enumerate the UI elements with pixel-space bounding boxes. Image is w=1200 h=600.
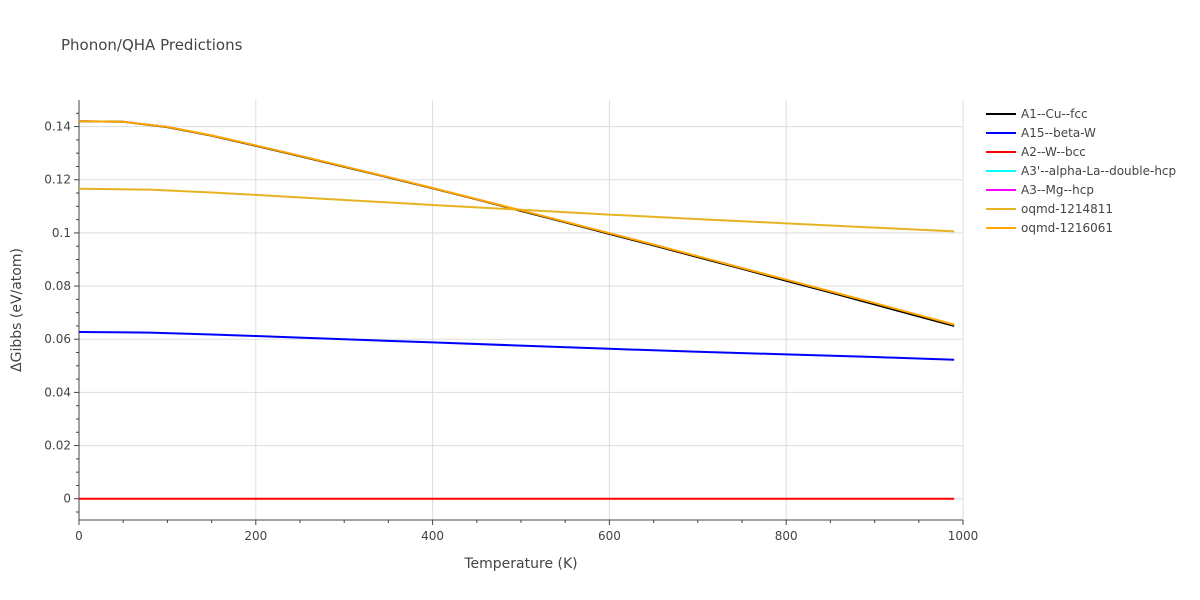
x-tick-label: 400 (421, 529, 444, 543)
legend-label: A1--Cu--fcc (1021, 107, 1088, 121)
legend-label: oqmd-1214811 (1021, 202, 1113, 216)
y-tick-label: 0.14 (44, 120, 71, 134)
axes (78, 100, 963, 521)
x-axis-title: Temperature (K) (463, 556, 577, 572)
y-tick-label: 0.04 (44, 385, 71, 399)
legend: A1--Cu--fcc A15--beta-W A2--W--bcc A3'--alp… (986, 107, 1176, 235)
y-tick-label: 0.1 (52, 226, 71, 240)
y-tick-label: 0.02 (44, 439, 71, 453)
legend-item[interactable]: A3'--alpha-La--double-hcp (986, 164, 1176, 178)
series-line-a15-beta-w (78, 331, 955, 361)
series-lines (78, 120, 955, 500)
y-tick-label: 0.08 (44, 279, 71, 293)
x-ticks: 0 200 400 600 800 1000 (75, 520, 978, 543)
legend-item[interactable]: oqmd-1214811 (986, 202, 1113, 216)
series-line-a1-cu-fcc (78, 120, 955, 327)
legend-label: A3'--alpha-La--double-hcp (1021, 164, 1176, 178)
legend-item[interactable]: A15--beta-W (986, 126, 1096, 140)
legend-item[interactable]: A1--Cu--fcc (986, 107, 1088, 121)
legend-label: A2--W--bcc (1021, 145, 1086, 159)
x-tick-label: 600 (598, 529, 621, 543)
y-tick-label: 0.06 (44, 332, 71, 346)
y-axis-title: ΔGibbs (eV/atom) (9, 248, 25, 372)
legend-item[interactable]: oqmd-1216061 (986, 221, 1113, 235)
chart-title: Phonon/QHA Predictions (61, 36, 243, 54)
series-line-oqmd-1216061 (78, 120, 955, 326)
legend-item[interactable]: A2--W--bcc (986, 145, 1086, 159)
grid (79, 100, 964, 520)
x-tick-label: 1000 (948, 529, 979, 543)
legend-label: A3--Mg--hcp (1021, 183, 1094, 197)
series-line-oqmd-1214811 (78, 187, 955, 233)
y-ticks: 0 0.02 0.04 0.06 0.08 0.1 0.12 0.14 (44, 112, 79, 513)
y-tick-label: 0.12 (44, 173, 71, 187)
x-tick-label: 800 (775, 529, 798, 543)
legend-label: A15--beta-W (1021, 126, 1096, 140)
legend-item[interactable]: A3--Mg--hcp (986, 183, 1094, 197)
x-tick-label: 200 (244, 529, 267, 543)
x-tick-label: 0 (75, 529, 83, 543)
legend-label: oqmd-1216061 (1021, 221, 1113, 235)
y-tick-label: 0 (63, 492, 71, 506)
